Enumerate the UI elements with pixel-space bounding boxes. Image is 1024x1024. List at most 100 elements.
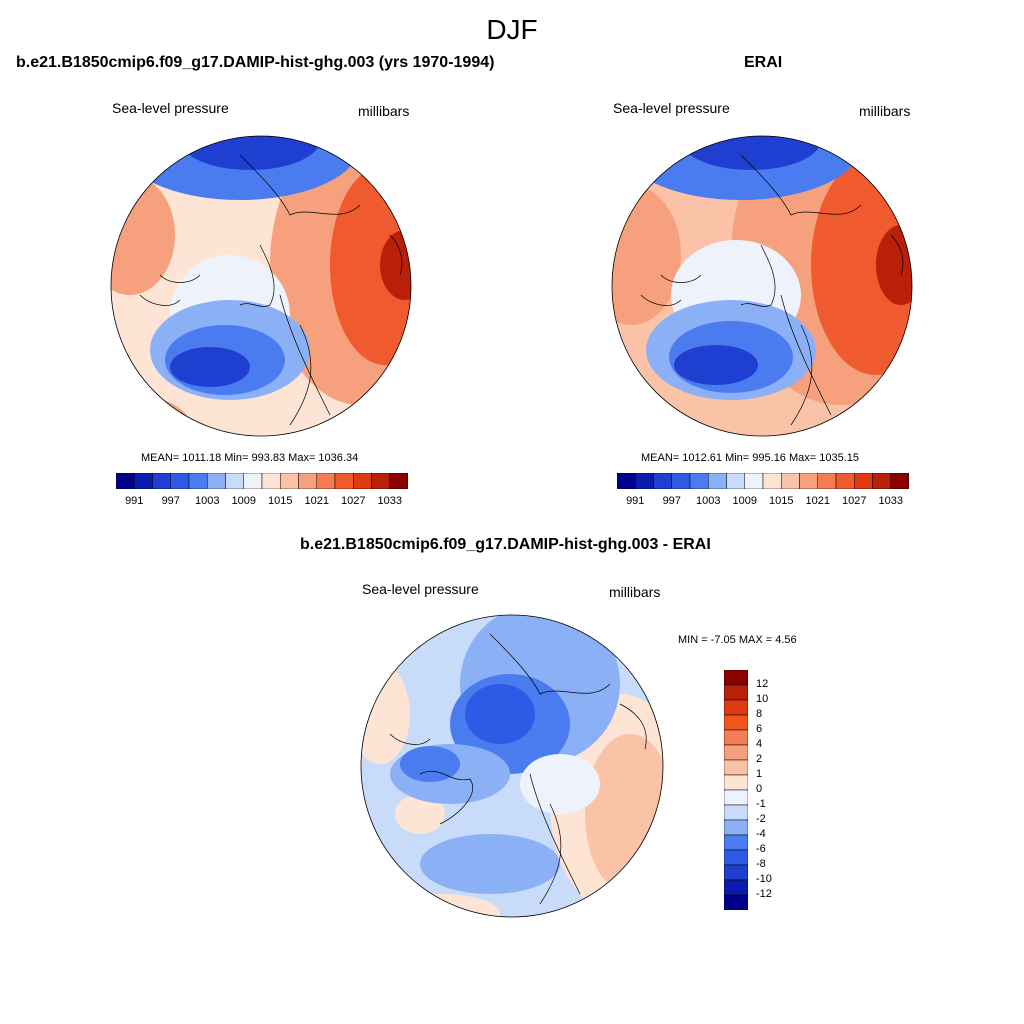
panel1-colorbar-swatch <box>353 473 372 489</box>
panel2-colorbar-swatch <box>653 473 672 489</box>
panel3-colorbar-tick-label: -4 <box>756 828 766 840</box>
panel3-colorbar-swatch <box>724 804 748 821</box>
panel3-colorbar-swatch <box>724 789 748 806</box>
panel1-colorbar-tick-label: 1027 <box>341 495 366 507</box>
panel1-colorbar-tick-label: 1015 <box>268 495 293 507</box>
panel1-title: b.e21.B1850cmip6.f09_g17.DAMIP-hist-ghg.… <box>16 54 495 71</box>
panel1-colorbar-swatch <box>316 473 336 489</box>
panel3-colorbar-swatch <box>724 774 748 791</box>
panel3-colorbar-swatch <box>724 834 748 851</box>
panel2-colorbar-labels: 991 997 1003 1009 1015 1021 1027 1033 <box>617 495 909 509</box>
panel1-colorbar-swatch <box>371 473 390 489</box>
panel3-colorbar-labels: 12 10 8 6 4 2 1 0 -1 -2 -4 -6 -8 -10 -12 <box>756 670 796 910</box>
panel2-colorbar-tick-label: 1009 <box>732 495 757 507</box>
panel2-colorbar-swatch <box>854 473 873 489</box>
panel2-stats: MEAN= 1012.61 Min= 995.16 Max= 1035.15 <box>641 452 860 464</box>
panel1-colorbar-swatch <box>334 473 354 489</box>
panel2-colorbar-swatch <box>890 473 909 489</box>
panel2-colorbar-swatch <box>635 473 654 489</box>
panel1-colorbar-tick-label: 1033 <box>377 495 402 507</box>
panel2-colorbar-tick-label: 1027 <box>842 495 867 507</box>
panel1-variable-label: Sea-level pressure <box>112 100 229 116</box>
panel3-colorbar-tick-label: -8 <box>756 858 766 870</box>
panel1-colorbar-tick-label: 1003 <box>195 495 220 507</box>
panel1-colorbar-swatch <box>207 473 226 489</box>
panel1-stats: MEAN= 1011.18 Min= 993.83 Max= 1036.34 <box>141 452 359 464</box>
panel3-colorbar-tick-label: 8 <box>756 708 763 720</box>
panel2-colorbar-swatch <box>872 473 891 489</box>
panel3-colorbar-swatch <box>724 729 748 746</box>
panel1-colorbar-swatch <box>298 473 317 489</box>
panel3-colorbar-tick-label: 10 <box>756 693 769 705</box>
panel2-colorbar-tick-label: 997 <box>662 495 681 507</box>
panel2-polar-map <box>611 135 913 437</box>
panel3-colorbar-swatch <box>724 894 748 910</box>
panel3-colorbar-swatch <box>724 714 748 731</box>
panel1-colorbar-swatch <box>170 473 190 489</box>
panel3-units-label: millibars <box>609 584 661 600</box>
panel1-colorbar-swatch <box>225 473 244 489</box>
panel3-colorbar-swatch <box>724 759 748 776</box>
panel3-colorbar-tick-label: 12 <box>756 678 769 690</box>
panel3-variable-label: Sea-level pressure <box>362 581 479 597</box>
panel3-colorbar-tick-label: -12 <box>756 888 772 900</box>
panel1-colorbar-swatch <box>188 473 208 489</box>
panel1-colorbar-tick-label: 997 <box>161 495 180 507</box>
panel3-colorbar-tick-label: 1 <box>756 768 763 780</box>
panel2-colorbar-swatch <box>671 473 691 489</box>
panel3-colorbar-tick-label: 6 <box>756 723 763 735</box>
panel2-colorbar-swatch <box>781 473 800 489</box>
panel1-colorbar-tick-label: 1021 <box>304 495 329 507</box>
figure-title: DJF <box>486 14 538 45</box>
panel1-colorbar-swatch <box>261 473 281 489</box>
panel3-colorbar-tick-label: 2 <box>756 753 763 765</box>
panel3-colorbar-swatch <box>724 879 748 896</box>
panel1-units-label: millibars <box>358 103 410 119</box>
panel3-colorbar-swatch <box>724 744 748 761</box>
panel3-colorbar-tick-label: -2 <box>756 813 766 825</box>
panel2-colorbar-tick-label: 1003 <box>696 495 721 507</box>
panel3-colorbar-tick-label: -6 <box>756 843 766 855</box>
panel2-colorbar-swatch <box>744 473 764 489</box>
panel2-title: ERAI <box>744 54 783 71</box>
panel1-colorbar-tick-label: 991 <box>125 495 144 507</box>
panel3-colorbar-swatch <box>724 849 748 866</box>
panel3-polar-map <box>360 614 664 918</box>
panel1-polar-map <box>110 135 412 437</box>
panel3-title: b.e21.B1850cmip6.f09_g17.DAMIP-hist-ghg.… <box>300 536 711 553</box>
panel3-colorbar-swatch <box>724 670 748 686</box>
panel1-colorbar-swatch <box>280 473 299 489</box>
panel2-variable-label: Sea-level pressure <box>613 100 730 116</box>
panel2-units-label: millibars <box>859 103 911 119</box>
panel3-colorbar-swatch <box>724 864 748 881</box>
panel3-colorbar-tick-label: 0 <box>756 783 763 795</box>
panel1-colorbar-swatch <box>389 473 408 489</box>
panel1-colorbar-tick-label: 1009 <box>231 495 256 507</box>
panel1-colorbar-swatch <box>152 473 171 489</box>
panel2-colorbar-swatch <box>708 473 727 489</box>
panel3-colorbar-tick-label: -1 <box>756 798 766 810</box>
panel2-colorbar-swatch <box>835 473 855 489</box>
panel3-colorbar-tick-label: 4 <box>756 738 763 750</box>
panel3-stats: MIN = -7.05 MAX = 4.56 <box>678 634 797 646</box>
panel2-colorbar-tick-label: 1015 <box>769 495 794 507</box>
panel1-colorbar <box>116 473 408 489</box>
panel1-colorbar-labels: 991 997 1003 1009 1015 1021 1027 1033 <box>116 495 408 509</box>
panel2-colorbar-swatch <box>689 473 709 489</box>
panel2-colorbar-swatch <box>762 473 782 489</box>
panel1-colorbar-swatch <box>116 473 135 489</box>
panel2-colorbar-swatch <box>726 473 745 489</box>
panel3-colorbar <box>724 670 748 910</box>
panel2-colorbar <box>617 473 909 489</box>
panel2-colorbar-swatch <box>799 473 818 489</box>
panel3-colorbar-tick-label: -10 <box>756 873 772 885</box>
panel2-colorbar-swatch <box>817 473 837 489</box>
panel2-colorbar-tick-label: 1033 <box>878 495 903 507</box>
panel1-colorbar-swatch <box>243 473 263 489</box>
panel3-colorbar-swatch <box>724 699 748 716</box>
panel2-colorbar-tick-label: 991 <box>626 495 645 507</box>
panel3-colorbar-swatch <box>724 819 748 836</box>
panel1-colorbar-swatch <box>134 473 153 489</box>
panel2-colorbar-tick-label: 1021 <box>805 495 830 507</box>
panel2-colorbar-swatch <box>617 473 636 489</box>
